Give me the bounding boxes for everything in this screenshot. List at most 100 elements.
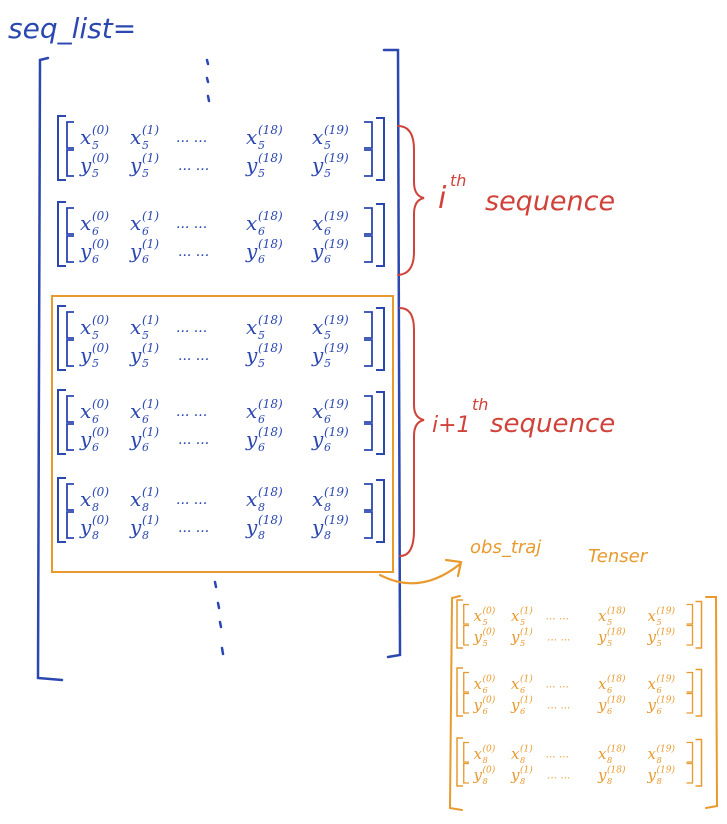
row-bracket-left [66,311,74,339]
matrix-block: x 5(0) x 5(1)... ... x 5(18) x 5(19)y 5(0) y 5(1).… [456,599,703,649]
cell-ellipsis: ... ... [178,432,209,448]
row-bracket-right [686,692,694,714]
matrix-block: x 6(0) x 6(1)... ... x 6(18) x 6(19)y 6(0) y 6(1).… [456,667,703,717]
row-bracket-right [686,603,694,625]
cell-subscript: 6 [258,441,265,454]
cell-superscript: (0) [483,627,496,638]
cell-var: x [80,487,91,511]
row-bracket-right [686,671,694,693]
row-bracket-right [364,395,373,423]
cell-subscript: 8 [92,529,99,542]
cell-subscript: 5 [92,167,99,180]
ellipsis-bottom [213,580,225,656]
cell-var: y [129,239,142,263]
cell-ellipsis: ... ... [546,679,569,691]
cell-var: y [510,696,520,714]
label-i-th-sequence: i th sequence [438,171,615,217]
cell-superscript: (0) [483,765,496,776]
block-bracket-right [376,391,385,455]
cell-superscript: (0) [92,485,109,499]
block-bracket-left [57,477,66,543]
cell-ellipsis: ... ... [176,320,207,336]
cell-superscript: (1) [142,209,159,223]
cell-superscript: (1) [142,341,159,355]
block-bracket-right [376,203,385,267]
brace-i-th [397,125,425,276]
cell-var: x [511,745,520,763]
cell-subscript: 5 [607,638,612,648]
cell-var: x [130,487,141,511]
row-bracket-right [364,511,373,539]
block-bracket-left [57,389,66,455]
cell-ellipsis: ... ... [547,770,570,782]
cell-var: x [246,487,257,511]
row-bracket-left [463,762,469,784]
cell-superscript: (18) [258,341,283,355]
cell-superscript: (1) [520,695,533,706]
cell-superscript: (19) [657,674,676,685]
cell-subscript: 6 [258,225,265,238]
cell-subscript: 8 [483,776,488,786]
matrix-block: x 5(0) x 5(1)... ... x 5(18) x 5(19)y 5(0) y 5(1).… [57,305,385,371]
cell-superscript: (1) [142,397,159,411]
cell-subscript: 8 [258,501,265,514]
cell-superscript: (1) [520,674,533,685]
cell-ellipsis: ... ... [178,348,209,364]
cell-var: x [312,315,323,339]
cell-superscript: (0) [483,606,496,617]
cell-var: y [647,696,657,714]
cell-var: y [79,515,92,539]
row-bracket-right [364,149,373,177]
cell-subscript: 6 [607,685,612,695]
block-bracket-right [695,600,703,649]
cell-superscript: (0) [92,237,109,251]
row-bracket-right [364,339,373,367]
cell-var: y [647,766,657,784]
cell-subscript: 8 [483,755,488,765]
cell-var: x [246,125,257,149]
cell-var: y [245,239,258,263]
cell-var: x [511,675,520,693]
block-bracket-left [57,201,66,267]
cell-subscript: 8 [607,776,612,786]
cell-subscript: 6 [324,253,331,266]
row-bracket-left [463,671,469,693]
cell-var: x [246,211,257,235]
cell-superscript: (19) [657,695,676,706]
cell-superscript: (18) [607,606,626,617]
row-bracket-left [66,121,74,149]
cell-subscript: 8 [607,755,612,765]
cell-subscript: 5 [324,139,331,152]
cell-var: y [597,696,607,714]
cell-subscript: 5 [483,638,488,648]
cell-var: x [80,315,91,339]
cell-superscript: (0) [92,425,109,439]
cell-ellipsis: ... ... [178,520,209,536]
cell-var: y [311,239,324,263]
cell-superscript: (19) [324,425,349,439]
cell-superscript: (1) [520,744,533,755]
label-i1-th-sequence: i+1 th sequence [432,395,615,439]
cell-var: x [474,607,483,625]
cell-superscript: (0) [92,123,109,137]
matrix-block: x 5(0) x 5(1)... ... x 5(18) x 5(19)y 5(0) y 5(1).… [57,115,385,181]
cell-var: y [647,628,657,646]
row-bracket-left [66,149,74,177]
cell-subscript: 6 [92,225,99,238]
cell-subscript: 8 [520,755,525,765]
cell-superscript: (18) [258,209,283,223]
cell-superscript: (0) [92,513,109,527]
cell-subscript: 6 [657,685,662,695]
row-bracket-left [66,423,74,451]
cell-superscript: (1) [520,765,533,776]
cell-subscript: 8 [324,529,331,542]
cell-subscript: 5 [520,638,525,648]
cell-subscript: 8 [92,501,99,514]
cell-superscript: (18) [258,513,283,527]
cell-var: y [245,343,258,367]
cell-var: x [130,399,141,423]
block-bracket-left [456,737,463,787]
cell-var: y [473,766,483,784]
cell-var: x [598,607,607,625]
